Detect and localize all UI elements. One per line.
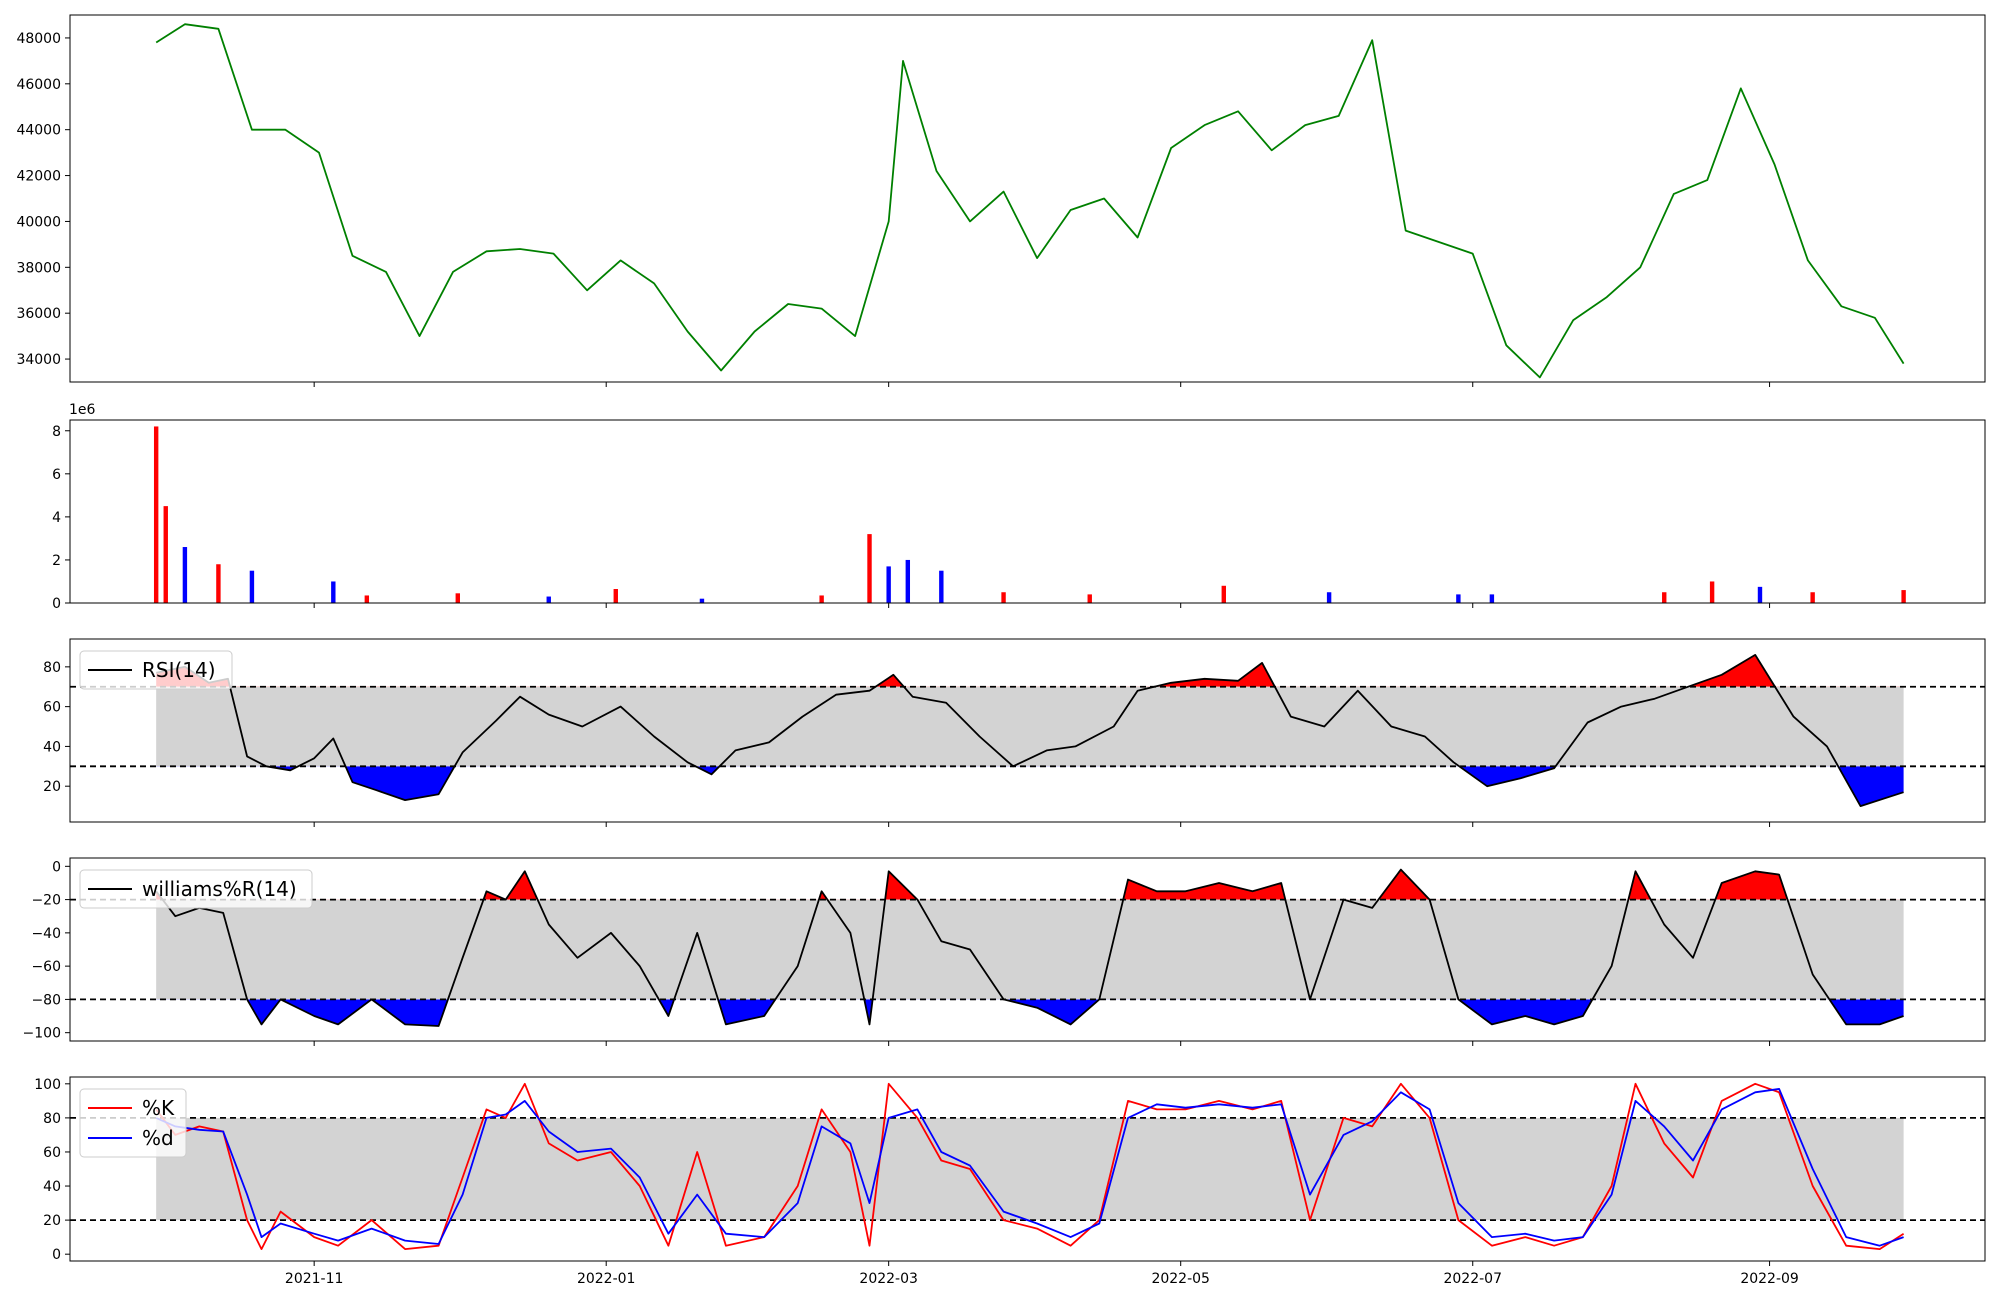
stochastic-ytick-label: 80 (43, 1111, 61, 1127)
williams-ytick-label: −60 (31, 959, 61, 975)
price-ytick-label: 38000 (16, 260, 61, 276)
volume-bar (1088, 594, 1092, 603)
williams-neutral-band (156, 900, 1903, 1000)
volume-bar (886, 566, 890, 603)
volume-bar (1710, 581, 1714, 603)
stochastic-ytick-label: 40 (43, 1179, 61, 1195)
volume-ytick-label: 4 (52, 510, 61, 526)
volume-bar (1901, 590, 1905, 603)
volume-bar (614, 589, 618, 603)
x-tick-label: 2022-03 (859, 1271, 918, 1287)
volume-bar (1758, 587, 1762, 603)
stochastic-ytick-label: 0 (52, 1247, 61, 1263)
volume-bar (939, 571, 943, 603)
price-ytick-label: 44000 (16, 123, 61, 139)
williams-ytick-label: −80 (31, 992, 61, 1008)
x-tick-label: 2021-11 (285, 1271, 344, 1287)
williams-ytick-label: 0 (52, 859, 61, 875)
volume-bar (1810, 592, 1814, 603)
x-tick-label: 2022-01 (577, 1271, 636, 1287)
volume-bar (250, 571, 254, 603)
price-ytick-label: 46000 (16, 77, 61, 93)
volume-bar (906, 560, 910, 603)
rsi-ytick-label: 80 (43, 660, 61, 676)
rsi-ytick-label: 60 (43, 700, 61, 716)
x-tick-label: 2022-09 (1740, 1271, 1799, 1287)
volume-bar (365, 595, 369, 603)
rsi-ytick-label: 20 (43, 779, 61, 795)
volume-bar (547, 597, 551, 603)
volume-bar (1327, 592, 1331, 603)
volume-offset-label: 1e6 (69, 402, 96, 418)
williams-ytick-label: −100 (23, 1026, 61, 1042)
stochastic-ytick-label: 20 (43, 1213, 61, 1229)
price-ytick-label: 34000 (16, 352, 61, 368)
volume-bar (183, 547, 187, 603)
volume-ytick-label: 0 (52, 596, 61, 612)
stochastic-legend-label: %K (142, 1096, 175, 1120)
volume-bar (331, 581, 335, 603)
volume-bar (700, 599, 704, 603)
volume-bar (1456, 594, 1460, 603)
volume-bar (819, 595, 823, 603)
volume-bar (1222, 586, 1226, 603)
volume-bar (216, 564, 220, 603)
stochastic-ytick-label: 60 (43, 1145, 61, 1161)
volume-ytick-label: 6 (52, 467, 61, 483)
volume-bar (164, 506, 168, 603)
volume-bar (867, 534, 871, 603)
volume-ytick-label: 8 (52, 424, 61, 440)
rsi-legend-label: RSI(14) (142, 658, 216, 682)
stochastic-ytick-label: 100 (34, 1077, 61, 1093)
volume-bar (154, 426, 158, 603)
x-tick-label: 2022-05 (1151, 1271, 1210, 1287)
price-ytick-label: 36000 (16, 306, 61, 322)
x-tick-label: 2022-07 (1443, 1271, 1502, 1287)
price-ytick-label: 40000 (16, 214, 61, 230)
volume-bar (456, 593, 460, 603)
volume-ytick-label: 2 (52, 553, 61, 569)
volume-bar (1662, 592, 1666, 603)
williams-ytick-label: −40 (31, 926, 61, 942)
rsi-neutral-band (156, 687, 1903, 767)
volume-bar (1001, 592, 1005, 603)
stochastic-legend-label: %d (142, 1126, 174, 1150)
stochastic-neutral-band (156, 1118, 1903, 1220)
price-ytick-label: 48000 (16, 31, 61, 47)
rsi-ytick-label: 40 (43, 739, 61, 755)
williams-ytick-label: −20 (31, 893, 61, 909)
volume-bar (1490, 594, 1494, 603)
price-ytick-label: 42000 (16, 169, 61, 185)
williams-legend-label: williams%R(14) (142, 877, 297, 901)
